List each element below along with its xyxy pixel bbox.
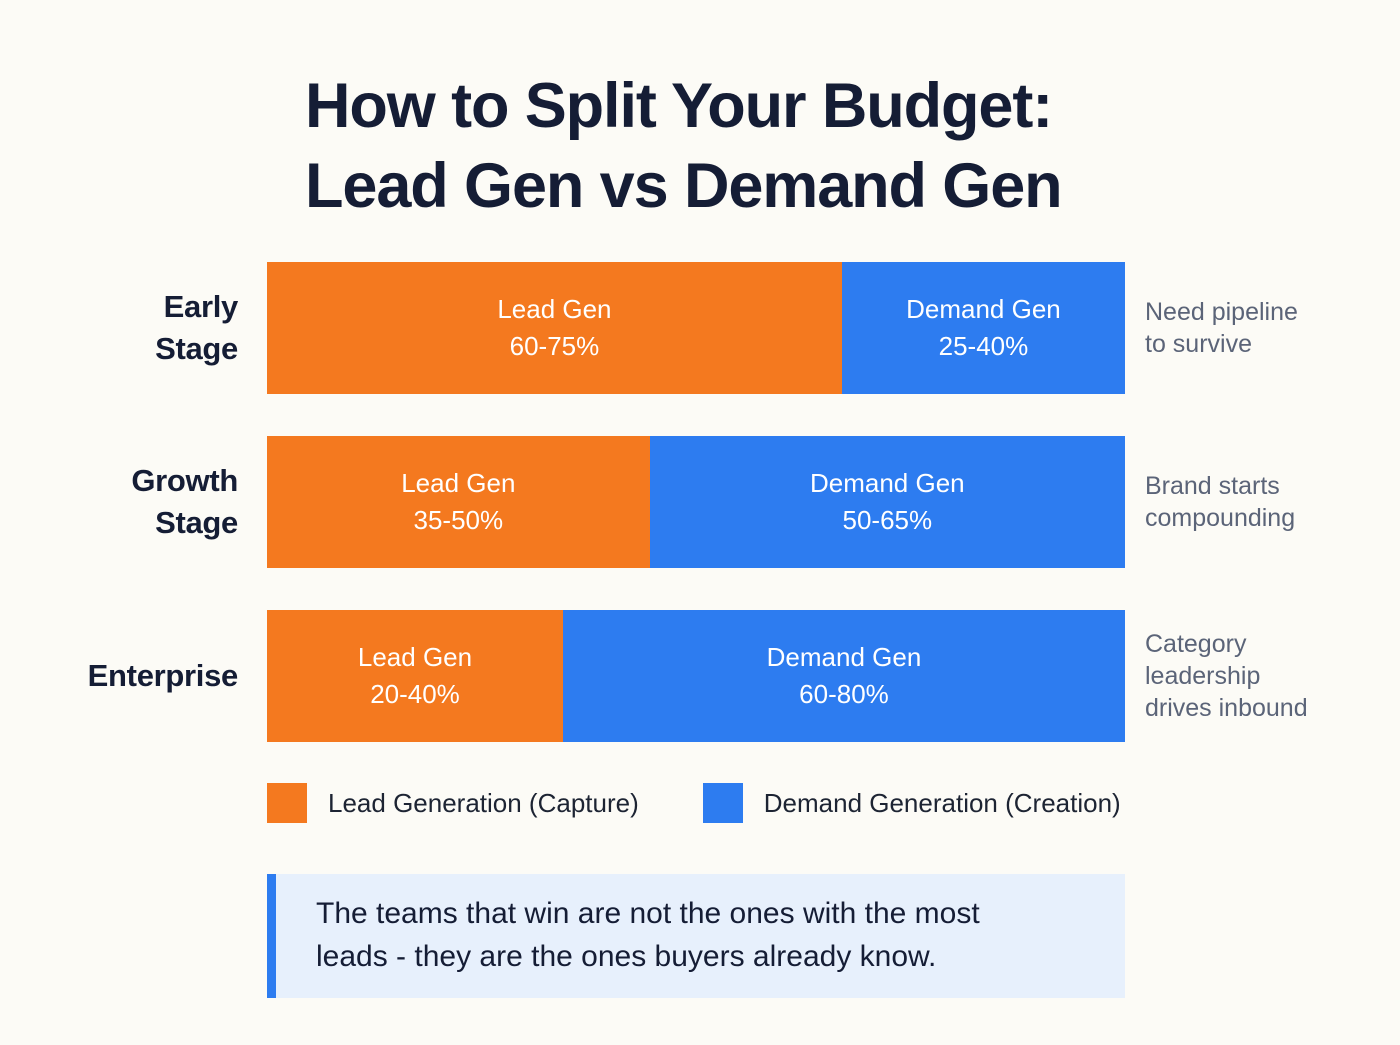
segment-name: Lead Gen bbox=[401, 468, 516, 499]
note-line-2: leadership bbox=[1145, 661, 1261, 690]
row-note-growth-stage: Brand starts compounding bbox=[1145, 436, 1385, 568]
bar-segment-lead-gen: Lead Gen 60-75% bbox=[267, 262, 842, 394]
page-title: How to Split Your Budget: Lead Gen vs De… bbox=[305, 66, 1205, 226]
row-label-growth-stage: Growth Stage bbox=[0, 436, 248, 568]
segment-name: Lead Gen bbox=[497, 294, 612, 325]
chart-row-enterprise: Enterprise Lead Gen 20-40% Demand Gen 60… bbox=[0, 610, 1400, 742]
segment-value: 50-65% bbox=[842, 505, 933, 535]
row-label-line-1: Enterprise bbox=[87, 657, 239, 693]
chart-row-early-stage: Early Stage Lead Gen 60-75% Demand Gen 2… bbox=[0, 262, 1400, 394]
legend-label-demand-gen: Demand Generation (Creation) bbox=[763, 787, 1121, 818]
legend-swatch-lead-gen-icon bbox=[267, 783, 307, 823]
bar-segment-demand-gen: Demand Gen 25-40% bbox=[841, 262, 1125, 394]
bar-early-stage: Lead Gen 60-75% Demand Gen 25-40% bbox=[267, 262, 1125, 394]
row-label-enterprise: Enterprise bbox=[0, 610, 248, 742]
stacked-bar-chart: Early Stage Lead Gen 60-75% Demand Gen 2… bbox=[0, 262, 1400, 784]
row-label-line-1: Early bbox=[163, 288, 239, 324]
bar-segment-demand-gen: Demand Gen 60-80% bbox=[563, 610, 1125, 742]
row-label-line-2: Stage bbox=[155, 331, 238, 366]
bar-enterprise: Lead Gen 20-40% Demand Gen 60-80% bbox=[267, 610, 1125, 742]
callout-accent-bar bbox=[267, 874, 276, 998]
segment-value: 20-40% bbox=[370, 679, 460, 709]
note-line-3: drives inbound bbox=[1145, 694, 1308, 723]
callout-line-1: The teams that win are not the ones with… bbox=[316, 897, 980, 931]
callout-line-2: leads - they are the ones buyers already… bbox=[316, 940, 937, 973]
segment-name: Lead Gen bbox=[357, 642, 473, 673]
row-label-early-stage: Early Stage bbox=[0, 262, 248, 394]
segment-name: Demand Gen bbox=[809, 468, 965, 499]
segment-value: 25-40% bbox=[938, 331, 1029, 361]
note-line-1: Need pipeline bbox=[1145, 297, 1298, 326]
row-label-line-1: Growth bbox=[131, 462, 238, 498]
title-line-1: How to Split Your Budget: bbox=[305, 71, 1053, 141]
legend-label-lead-gen: Lead Generation (Capture) bbox=[328, 787, 639, 818]
chart-legend: Lead Generation (Capture) Demand Generat… bbox=[267, 783, 1121, 823]
row-note-early-stage: Need pipeline to survive bbox=[1145, 262, 1385, 394]
row-label-line-2: Stage bbox=[155, 505, 238, 540]
legend-item-lead-gen: Lead Generation (Capture) bbox=[267, 783, 639, 823]
segment-name: Demand Gen bbox=[766, 642, 922, 673]
legend-swatch-demand-gen-icon bbox=[702, 783, 743, 823]
legend-item-demand-gen: Demand Generation (Creation) bbox=[702, 783, 1121, 823]
segment-value: 60-80% bbox=[799, 679, 889, 709]
segment-name: Demand Gen bbox=[906, 294, 1061, 325]
note-line-1: Brand starts bbox=[1145, 471, 1280, 500]
bar-segment-lead-gen: Lead Gen 35-50% bbox=[267, 436, 650, 568]
callout-box: The teams that win are not the ones with… bbox=[267, 874, 1125, 998]
row-note-enterprise: Category leadership drives inbound bbox=[1145, 610, 1385, 742]
note-line-2: compounding bbox=[1145, 504, 1296, 532]
note-line-1: Category bbox=[1145, 629, 1247, 658]
segment-value: 60-75% bbox=[509, 331, 600, 361]
bar-segment-lead-gen: Lead Gen 20-40% bbox=[267, 610, 563, 742]
bar-segment-demand-gen: Demand Gen 50-65% bbox=[649, 436, 1125, 568]
segment-value: 35-50% bbox=[413, 505, 504, 535]
callout-text: The teams that win are not the ones with… bbox=[276, 893, 1014, 978]
note-line-2: to survive bbox=[1145, 330, 1252, 358]
chart-row-growth-stage: Growth Stage Lead Gen 35-50% Demand Gen … bbox=[0, 436, 1400, 568]
bar-growth-stage: Lead Gen 35-50% Demand Gen 50-65% bbox=[267, 436, 1125, 568]
title-line-2: Lead Gen vs Demand Gen bbox=[305, 151, 1063, 221]
